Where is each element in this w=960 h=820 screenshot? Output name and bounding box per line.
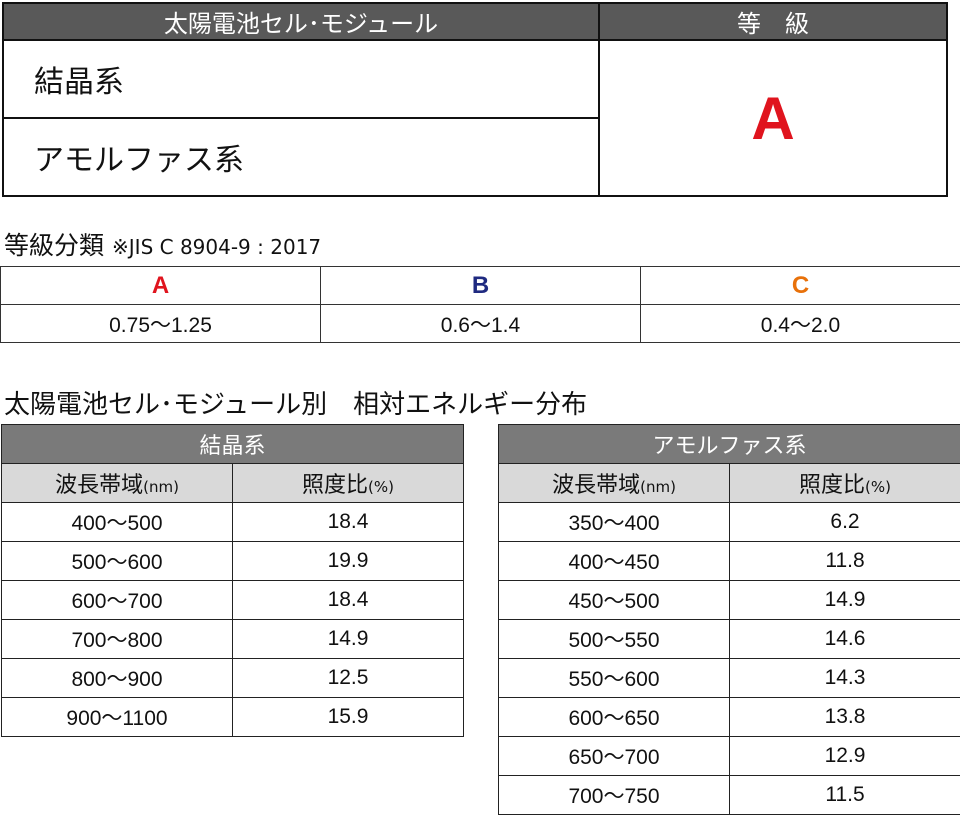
type-amorphous: アモルファス系 (2, 117, 600, 197)
grade-value: A (598, 39, 948, 197)
amorphous-distribution-table: アモルファス系 波長帯域(nm) 照度比(%) 350〜400 6.2 400〜45… (497, 424, 960, 815)
irradiance-ratio-cell: 6.2 (728, 502, 960, 542)
wavelength-band-cell: 500〜550 (498, 619, 730, 659)
wavelength-band-cell: 900〜1100 (1, 697, 233, 737)
wavelength-band-cell: 400〜450 (498, 541, 730, 581)
header-type: 太陽電池セル･モジュール (2, 2, 600, 41)
irradiance-ratio-cell: 12.9 (728, 736, 960, 776)
irradiance-ratio-cell: 14.9 (728, 580, 960, 620)
irradiance-ratio-cell: 12.5 (231, 658, 465, 698)
grade-classification-table: A B C 0.75〜1.25 0.6〜1.4 0.4〜2.0 (0, 266, 960, 343)
wavelength-band-cell: 600〜650 (498, 697, 730, 737)
grade-letter-c: C (640, 266, 960, 305)
grade-heading-text: 等級分類 (4, 231, 105, 260)
wavelength-band-cell: 400〜500 (1, 502, 233, 542)
type-crystalline: 結晶系 (2, 39, 600, 119)
wavelength-label: 波長帯域 (552, 473, 641, 498)
wavelength-band-cell: 600〜700 (1, 580, 233, 620)
grade-letter-b: B (320, 266, 641, 305)
irradiance-ratio-cell: 11.8 (728, 541, 960, 581)
grade-classification-heading: 等級分類 ※JIS C 8904-9 : 2017 (4, 226, 321, 262)
amorphous-table-title: アモルファス系 (497, 424, 960, 464)
irradiance-ratio-cell: 14.6 (728, 619, 960, 659)
table-row: 600〜650 13.8 (498, 697, 960, 737)
wavelength-band-cell: 350〜400 (498, 502, 730, 542)
wavelength-band-cell: 800〜900 (1, 658, 233, 698)
table-row: 500〜600 19.9 (1, 541, 465, 581)
ratio-unit: (%) (865, 478, 891, 496)
wavelength-band-cell: 700〜800 (1, 619, 233, 659)
grade-letter-a: A (0, 266, 321, 305)
irradiance-ratio-cell: 14.3 (728, 658, 960, 698)
table-row: 650〜700 12.9 (498, 736, 960, 776)
crystalline-distribution-table: 結晶系 波長帯域(nm) 照度比(%) 400〜500 18.4 500〜600 19… (0, 424, 465, 737)
solar-grade-summary-table: 太陽電池セル･モジュール 等 級 結晶系 A アモルファス系 (2, 2, 948, 197)
irradiance-ratio-cell: 15.9 (231, 697, 465, 737)
wavelength-band-cell: 650〜700 (498, 736, 730, 776)
table-row: 700〜800 14.9 (1, 619, 465, 659)
table-row: 400〜500 18.4 (1, 502, 465, 542)
table-row: 600〜700 18.4 (1, 580, 465, 620)
irradiance-ratio-cell: 13.8 (728, 697, 960, 737)
grade-range-c: 0.4〜2.0 (640, 304, 960, 343)
table-row: 450〜500 14.9 (498, 580, 960, 620)
table-row: 800〜900 12.5 (1, 658, 465, 698)
irradiance-ratio-cell: 11.5 (728, 775, 960, 815)
ratio-unit: (%) (368, 478, 394, 496)
wavelength-band-cell: 700〜750 (498, 775, 730, 815)
grade-range-a: 0.75〜1.25 (0, 304, 321, 343)
column-header-wavelength: 波長帯域(nm) (1, 463, 233, 503)
table-row: 900〜1100 15.9 (1, 697, 465, 737)
irradiance-ratio-cell: 18.4 (231, 502, 465, 542)
table-row: 700〜750 11.5 (498, 775, 960, 815)
column-header-ratio: 照度比(%) (728, 463, 960, 503)
wavelength-band-cell: 450〜500 (498, 580, 730, 620)
table-row: 500〜550 14.6 (498, 619, 960, 659)
table-row: 350〜400 6.2 (498, 502, 960, 542)
jis-standard-note: ※JIS C 8904-9 : 2017 (112, 235, 322, 259)
distribution-heading: 太陽電池セル･モジュール別 相対エネルギー分布 (4, 390, 588, 420)
grade-range-b: 0.6〜1.4 (320, 304, 641, 343)
irradiance-ratio-cell: 19.9 (231, 541, 465, 581)
irradiance-ratio-cell: 14.9 (231, 619, 465, 659)
header-grade: 等 級 (598, 2, 948, 41)
wavelength-band-cell: 500〜600 (1, 541, 233, 581)
table-row: 550〜600 14.3 (498, 658, 960, 698)
column-header-ratio: 照度比(%) (231, 463, 465, 503)
irradiance-ratio-cell: 18.4 (231, 580, 465, 620)
wavelength-band-cell: 550〜600 (498, 658, 730, 698)
wavelength-label: 波長帯域 (55, 473, 144, 498)
column-header-wavelength: 波長帯域(nm) (498, 463, 730, 503)
table-row: 400〜450 11.8 (498, 541, 960, 581)
ratio-label: 照度比 (302, 473, 369, 498)
wavelength-unit: (nm) (640, 478, 676, 496)
wavelength-unit: (nm) (143, 478, 179, 496)
ratio-label: 照度比 (799, 473, 866, 498)
crystalline-table-title: 結晶系 (0, 424, 465, 464)
